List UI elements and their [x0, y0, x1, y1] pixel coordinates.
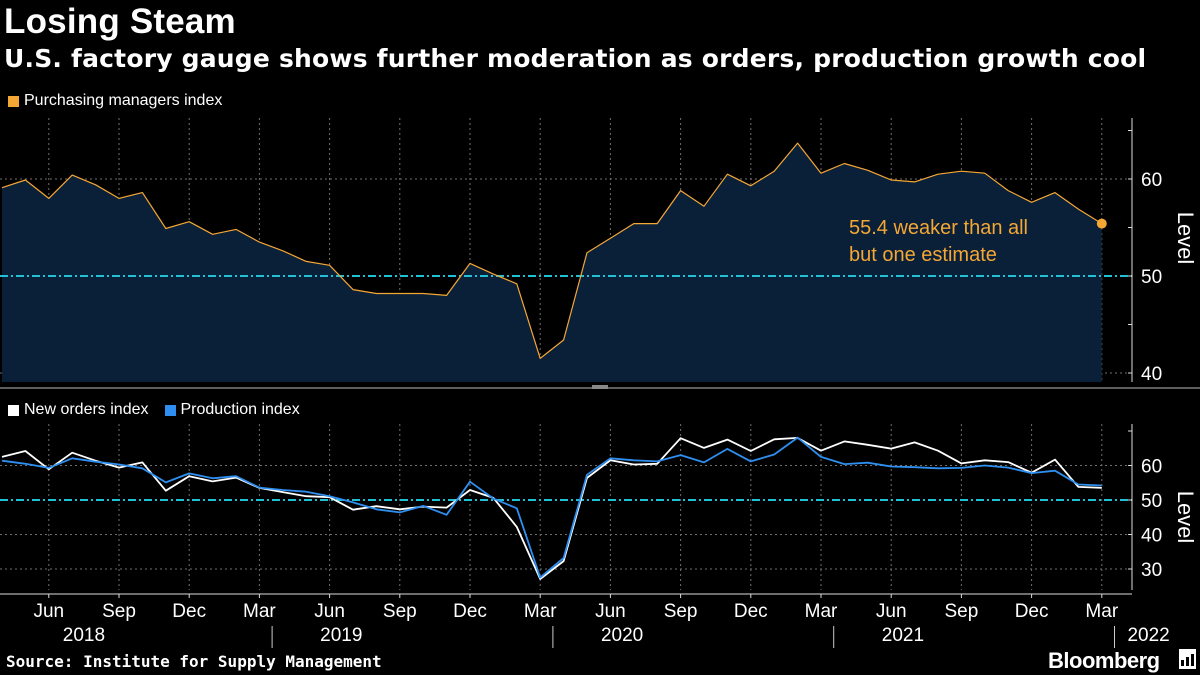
- legend-swatch-pmi: [8, 95, 19, 107]
- x-year-label: 2022: [1127, 625, 1169, 646]
- x-year-label: 2020: [601, 625, 643, 646]
- bloomberg-terminal-icon: [1179, 649, 1196, 669]
- x-tick-label: Dec: [734, 601, 768, 622]
- y-axis-title: Level: [1173, 212, 1198, 265]
- x-tick-label: Dec: [172, 601, 206, 622]
- legend-swatch-new-orders: [8, 404, 19, 416]
- source-note: Source: Institute for Supply Management: [6, 652, 382, 671]
- pmi-line: [1, 142, 1103, 359]
- x-tick-label: Sep: [102, 601, 136, 622]
- new-orders-line: [1, 436, 1102, 580]
- x-year-label: 2019: [320, 625, 362, 646]
- y-tick-label: 30: [1141, 560, 1162, 581]
- x-tick-label: Jun: [314, 601, 345, 622]
- pmi-latest-dot: [1096, 218, 1107, 229]
- x-year-label: 2018: [63, 625, 105, 646]
- x-tick-label: Mar: [805, 601, 838, 622]
- x-tick-label: Sep: [664, 601, 698, 622]
- top-legend: Purchasing managers index: [8, 92, 238, 110]
- x-tick-label: Sep: [383, 601, 417, 622]
- legend-item-pmi: Purchasing managers index: [8, 92, 222, 110]
- y-tick-label: 60: [1141, 170, 1162, 191]
- y-tick-label: 40: [1141, 526, 1162, 547]
- legend-label-production: Production index: [180, 401, 300, 418]
- y-axis-title: Level: [1173, 491, 1198, 544]
- pmi-annotation: 55.4 weaker than all: [849, 217, 1028, 239]
- chart-subtitle: U.S. factory gauge shows further moderat…: [4, 44, 1147, 73]
- x-tick-label: Sep: [944, 601, 978, 622]
- x-tick-label: Mar: [243, 601, 276, 622]
- pmi-panel: 40 50 60 Level: [0, 118, 1198, 385]
- x-tick-label: Mar: [1085, 601, 1118, 622]
- production-line: [1, 436, 1102, 579]
- y-tick-label: 50: [1141, 267, 1162, 288]
- brand-logo: Bloomberg: [1048, 648, 1160, 673]
- y-tick-label: 40: [1141, 364, 1162, 385]
- y-tick-label: 50: [1141, 491, 1162, 512]
- x-tick-label: Jun: [876, 601, 907, 622]
- legend-label-new-orders: New orders index: [24, 401, 149, 418]
- bottom-legend: New orders index Production index: [8, 401, 316, 419]
- legend-label-pmi: Purchasing managers index: [24, 92, 223, 109]
- legend-item-production: Production index: [164, 401, 300, 419]
- pmi-area-fill: [2, 143, 1102, 382]
- legend-item-new-orders: New orders index: [8, 401, 149, 419]
- x-tick-label: Mar: [524, 601, 557, 622]
- pmi-annotation: but one estimate: [849, 244, 997, 266]
- panel-divider-handle: [592, 385, 608, 389]
- legend-swatch-production: [164, 404, 176, 416]
- x-tick-label: Jun: [595, 601, 626, 622]
- x-tick-label: Jun: [33, 601, 64, 622]
- chart-title: Losing Steam: [4, 2, 236, 41]
- y-tick-label: 60: [1141, 457, 1162, 478]
- x-year-label: 2021: [882, 625, 924, 646]
- x-tick-label: Dec: [453, 601, 487, 622]
- subindex-panel: 30 40 50 60 Level: [0, 424, 1198, 590]
- x-tick-label: Dec: [1015, 601, 1049, 622]
